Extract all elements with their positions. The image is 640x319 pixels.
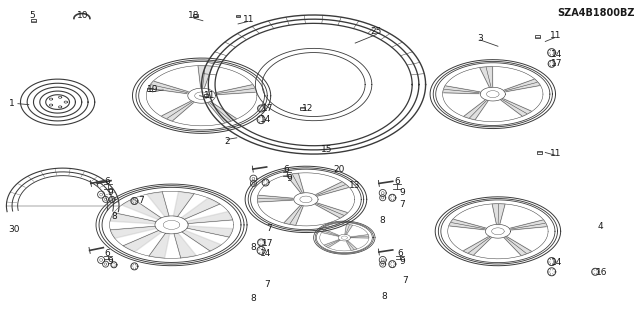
Polygon shape [479,67,493,87]
Polygon shape [110,226,156,238]
Polygon shape [147,192,169,217]
Polygon shape [187,211,233,224]
Text: 7: 7 [399,200,404,209]
Text: 7: 7 [266,224,271,233]
Text: 4: 4 [598,222,603,231]
Polygon shape [182,230,221,251]
Polygon shape [161,101,194,121]
Text: 7: 7 [403,276,408,285]
Polygon shape [500,99,532,116]
Text: 1: 1 [9,99,14,108]
Text: 8: 8 [251,243,256,252]
Text: 8: 8 [380,216,385,225]
Polygon shape [181,198,220,219]
Polygon shape [214,85,257,95]
Polygon shape [198,66,212,88]
Text: 6: 6 [105,249,110,258]
Bar [193,14,198,18]
Text: 30: 30 [8,225,20,234]
Polygon shape [207,101,237,123]
Polygon shape [492,204,505,225]
Bar [535,35,540,38]
Text: 14: 14 [260,115,271,124]
Polygon shape [443,86,481,94]
Text: 16: 16 [596,268,607,277]
Polygon shape [324,240,340,248]
Text: 3: 3 [477,34,483,43]
Bar [31,19,36,22]
Polygon shape [187,226,233,237]
Text: 7: 7 [265,280,270,289]
Polygon shape [350,235,369,238]
Polygon shape [148,81,189,94]
Polygon shape [110,213,156,224]
Polygon shape [314,203,348,218]
Polygon shape [315,182,349,197]
Text: 14: 14 [551,50,563,59]
Polygon shape [504,236,532,256]
Text: 15: 15 [321,145,332,154]
Text: 17: 17 [551,59,563,68]
Polygon shape [173,192,194,217]
Bar [147,88,152,91]
Text: 14: 14 [551,258,563,267]
Text: 17: 17 [262,239,273,248]
Text: 14: 14 [260,249,271,258]
Polygon shape [149,233,170,258]
Polygon shape [463,100,488,120]
Text: 17: 17 [262,104,273,113]
Polygon shape [463,236,492,255]
Polygon shape [322,230,339,236]
Text: 9: 9 [108,188,113,197]
Text: SZA4B1800BZ: SZA4B1800BZ [557,8,635,18]
Text: 10: 10 [77,11,89,20]
Text: 11: 11 [550,149,561,158]
Bar [236,15,241,17]
Text: 20: 20 [333,165,345,174]
Text: 6: 6 [284,165,289,174]
Bar [537,151,542,154]
Text: 11: 11 [550,31,561,40]
Text: 8: 8 [381,292,387,301]
Polygon shape [122,199,161,219]
Text: 9: 9 [287,174,292,183]
Polygon shape [503,79,540,92]
Polygon shape [345,225,353,234]
Text: 8: 8 [111,212,116,221]
Text: 9: 9 [399,257,404,266]
Text: 9: 9 [108,257,113,266]
Text: 6: 6 [105,177,110,186]
Text: 11: 11 [204,91,216,100]
Text: 18: 18 [188,11,199,20]
Text: 2: 2 [225,137,230,146]
Polygon shape [284,205,303,225]
Text: 25: 25 [371,27,382,36]
Polygon shape [286,173,304,193]
Text: 12: 12 [301,104,313,113]
Text: 6: 6 [397,249,403,258]
Polygon shape [257,195,294,202]
Text: 19: 19 [147,85,158,94]
Text: 9: 9 [399,188,404,197]
Bar [204,94,209,97]
Polygon shape [174,233,196,258]
Text: 11: 11 [243,15,254,24]
Text: 5: 5 [29,11,35,20]
Polygon shape [509,220,547,230]
Bar [300,107,305,110]
Text: 8: 8 [251,294,256,303]
Polygon shape [449,219,486,230]
Text: 7: 7 [138,197,143,205]
Polygon shape [346,241,357,250]
Text: 13: 13 [349,181,361,189]
Text: 6: 6 [394,177,399,186]
Polygon shape [123,231,162,252]
